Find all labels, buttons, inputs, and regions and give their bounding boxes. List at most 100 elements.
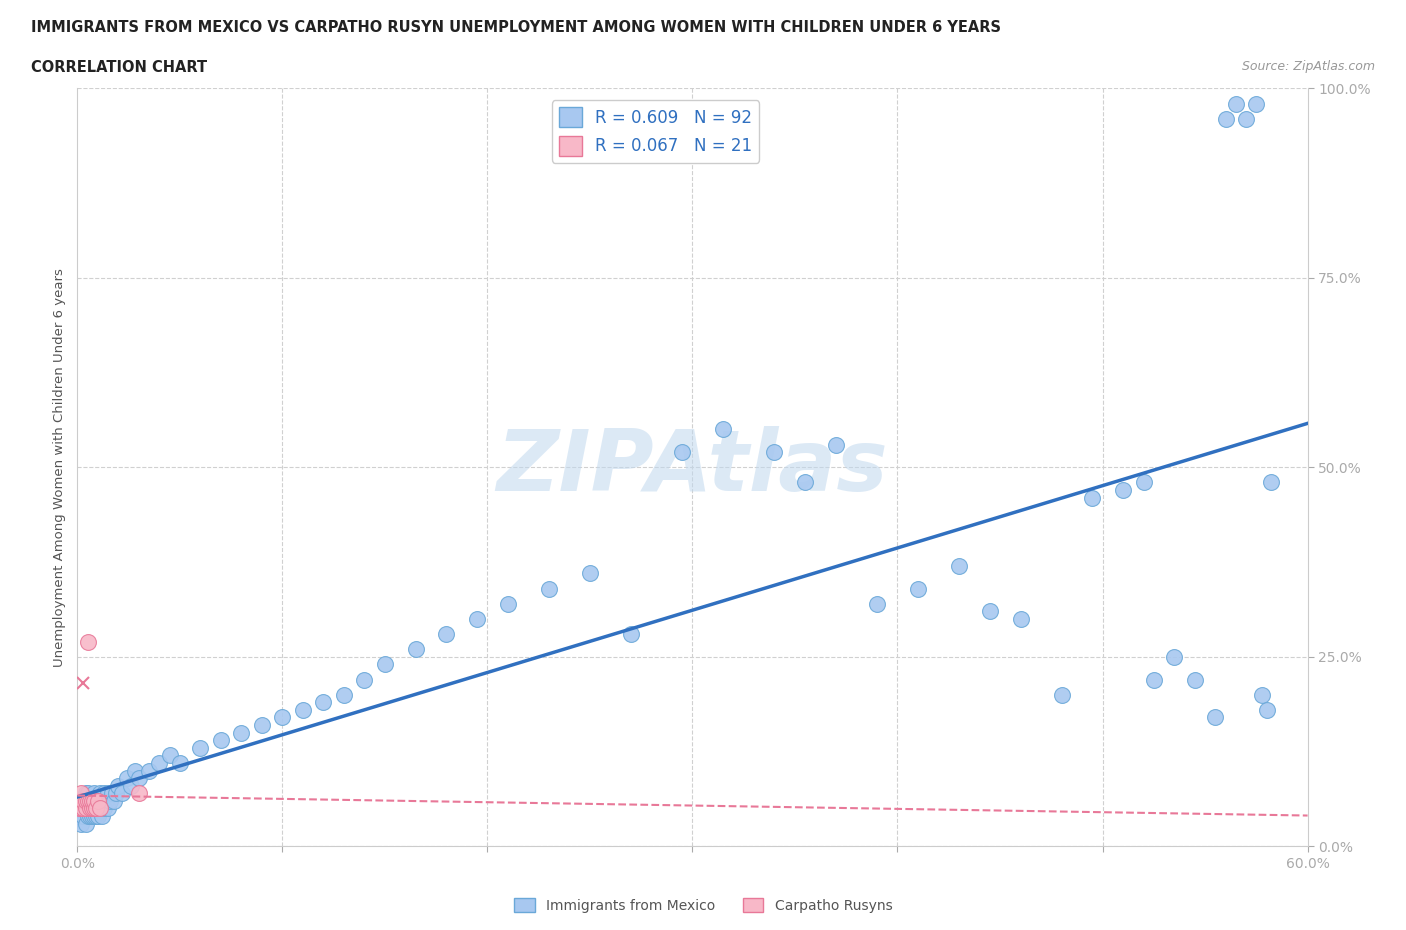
Point [1215, 112, 1237, 126]
Point [1143, 672, 1166, 687]
Point [374, 657, 396, 671]
Point [83, 793, 105, 808]
Point [75, 793, 97, 808]
Point [496, 596, 519, 611]
Point [80, 801, 103, 816]
Point [465, 612, 488, 627]
Point [111, 786, 134, 801]
Point [120, 778, 142, 793]
Point [93, 801, 115, 816]
Point [90, 808, 114, 823]
Point [84, 808, 107, 823]
Text: ZIPAtlas: ZIPAtlas [496, 426, 889, 509]
Point [80, 808, 103, 823]
Point [76, 801, 98, 816]
Point [79, 801, 101, 816]
Point [67, 808, 90, 823]
Point [128, 786, 150, 801]
Point [101, 786, 124, 801]
Point [1050, 687, 1073, 702]
Point [620, 627, 643, 642]
Point [75, 786, 97, 801]
Point [93, 786, 115, 801]
Point [80, 793, 103, 808]
Point [209, 733, 232, 748]
Legend: R = 0.609   N = 92, R = 0.067   N = 21: R = 0.609 N = 92, R = 0.067 N = 21 [553, 100, 759, 163]
Point [291, 702, 314, 717]
Point [97, 786, 120, 801]
Point [794, 475, 817, 490]
Point [75, 817, 97, 831]
Point [231, 725, 253, 740]
Point [87, 793, 110, 808]
Point [75, 801, 97, 816]
Point [353, 672, 375, 687]
Point [75, 801, 97, 816]
Point [1225, 96, 1247, 111]
Point [105, 786, 128, 801]
Point [333, 687, 356, 702]
Point [1132, 475, 1154, 490]
Point [79, 793, 101, 808]
Point [83, 786, 105, 801]
Point [83, 808, 105, 823]
Point [70, 793, 93, 808]
Point [84, 793, 107, 808]
Point [866, 596, 889, 611]
Point [1234, 112, 1257, 126]
Point [948, 558, 970, 573]
Point [97, 801, 120, 816]
Point [76, 634, 98, 649]
Point [72, 801, 94, 816]
Point [72, 801, 94, 816]
Legend: Immigrants from Mexico, Carpatho Rusyns: Immigrants from Mexico, Carpatho Rusyns [508, 893, 898, 919]
Point [250, 718, 273, 733]
Point [1163, 649, 1185, 664]
Point [1010, 612, 1032, 627]
Point [67, 801, 90, 816]
Point [138, 763, 160, 777]
Point [148, 755, 170, 770]
Point [89, 801, 111, 816]
Point [1204, 710, 1226, 724]
Point [76, 808, 98, 823]
Point [579, 566, 602, 581]
Point [1112, 483, 1135, 498]
Point [907, 581, 929, 596]
Point [87, 808, 110, 823]
Point [83, 801, 105, 816]
Point [107, 778, 129, 793]
Point [76, 793, 98, 808]
Point [87, 793, 110, 808]
Point [671, 445, 693, 459]
Point [1246, 96, 1268, 111]
Point [1256, 702, 1278, 717]
Point [128, 771, 150, 786]
Point [89, 801, 111, 816]
Point [94, 793, 117, 808]
Point [169, 755, 191, 770]
Point [537, 581, 560, 596]
Point [70, 793, 93, 808]
Point [72, 793, 94, 808]
Point [436, 627, 458, 642]
Point [1260, 475, 1282, 490]
Point [98, 793, 121, 808]
Text: IMMIGRANTS FROM MEXICO VS CARPATHO RUSYN UNEMPLOYMENT AMONG WOMEN WITH CHILDREN : IMMIGRANTS FROM MEXICO VS CARPATHO RUSYN… [31, 20, 1001, 35]
Point [89, 786, 111, 801]
Y-axis label: Unemployment Among Women with Children Under 6 years: Unemployment Among Women with Children U… [53, 268, 66, 667]
Point [79, 808, 101, 823]
Point [188, 740, 212, 755]
Point [90, 793, 114, 808]
Point [80, 793, 103, 808]
Text: Source: ZipAtlas.com: Source: ZipAtlas.com [1241, 60, 1375, 73]
Point [79, 793, 101, 808]
Point [711, 422, 734, 437]
Point [979, 604, 1001, 618]
Point [76, 786, 98, 801]
Point [405, 642, 427, 657]
Point [72, 793, 94, 808]
Point [79, 801, 101, 816]
Point [67, 801, 90, 816]
Point [115, 771, 138, 786]
